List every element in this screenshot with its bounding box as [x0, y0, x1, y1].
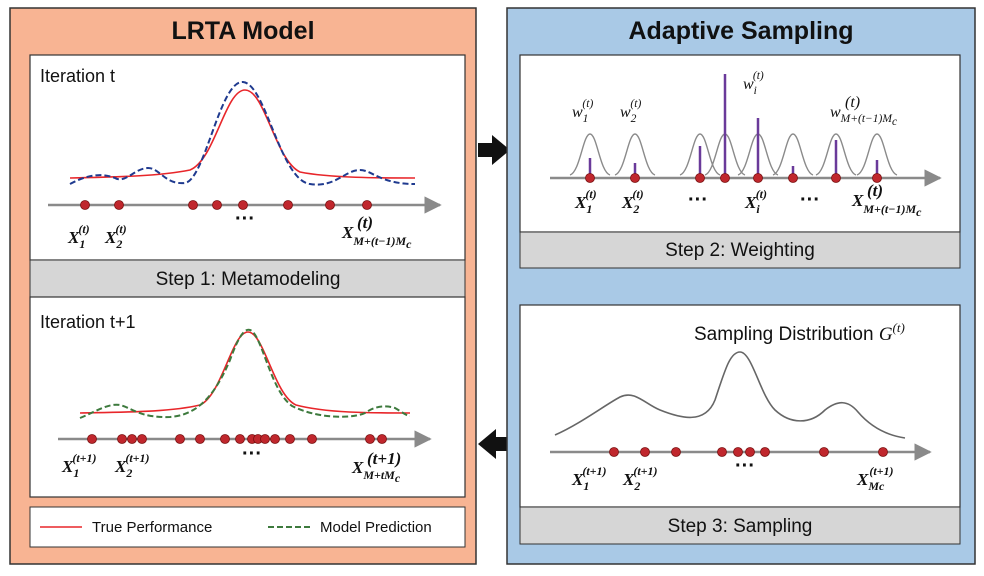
sampling-point	[717, 447, 727, 457]
weighting-label-xn-sup: (t)	[867, 181, 883, 200]
top-label-x1: X1(t)	[67, 222, 90, 251]
bottom-label-xn-sup: (t+1)	[367, 449, 401, 468]
kernel-curve	[772, 133, 814, 176]
step3-label: Step 3: Sampling	[668, 516, 813, 537]
weighting-ellipsis-2: ···	[800, 189, 820, 211]
bottom-point	[307, 434, 317, 444]
weighting-label-x2: X2(t)	[621, 187, 644, 216]
weighting-point	[788, 173, 798, 183]
sampling-point	[671, 447, 681, 457]
weighting-points	[585, 173, 882, 183]
arrow-left	[478, 429, 510, 459]
step1-bar	[29, 259, 466, 298]
step3-bar	[519, 506, 961, 545]
sampling-point	[878, 447, 888, 457]
top-point	[80, 200, 90, 210]
top-true-curve	[69, 89, 416, 179]
bottom-point	[270, 434, 280, 444]
bottom-label-xn: XM+tMc	[351, 458, 401, 485]
sampling-point	[760, 447, 770, 457]
sampling-ellipsis: ···	[735, 455, 755, 477]
sampling-box	[519, 304, 961, 508]
weighting-point	[831, 173, 841, 183]
left-panel-title: LRTA Model	[171, 17, 314, 45]
weighting-point	[720, 173, 730, 183]
step2-label: Step 2: Weighting	[665, 240, 815, 261]
sampling-point	[745, 447, 755, 457]
bottom-point	[137, 434, 147, 444]
weight-label-w2: w2(t)	[620, 98, 641, 125]
sampling-label-x1: X1(t+1)	[571, 464, 607, 493]
top-point	[114, 200, 124, 210]
sampling-point	[733, 447, 743, 457]
bottom-true-curve	[79, 331, 411, 414]
sampling-title: Sampling Distribution G(t)	[694, 320, 905, 345]
weighting-label-xi: Xi(t)	[744, 187, 767, 216]
weighting-point	[585, 173, 595, 183]
top-ellipsis: ···	[235, 208, 255, 230]
legend-true-label: True Performance	[92, 519, 212, 536]
weight-label-wn: wM+(t−1)Mc	[830, 104, 897, 128]
top-point	[212, 200, 222, 210]
bottom-point	[285, 434, 295, 444]
step2-bar	[519, 231, 961, 269]
top-model-curve	[69, 80, 416, 186]
bottom-point	[220, 434, 230, 444]
weight-label-wn-sup: (t)	[845, 94, 860, 111]
bottom-point	[377, 434, 387, 444]
bottom-point	[127, 434, 137, 444]
kernel-curve	[569, 133, 611, 176]
weighting-label-xn: XM+(t−1)Mc	[851, 191, 922, 219]
top-label-xn: XM+(t−1)Mc	[341, 223, 412, 251]
right-panel-title: Adaptive Sampling	[628, 17, 853, 45]
top-label-x2: X2(t)	[104, 222, 127, 251]
bottom-points	[87, 434, 387, 444]
weighting-point	[630, 173, 640, 183]
iteration-t1-label: Iteration t+1	[40, 312, 136, 332]
legend-box	[29, 506, 466, 548]
sampling-points	[609, 447, 888, 457]
weighting-ellipsis-1: ···	[688, 189, 708, 211]
bottom-point	[117, 434, 127, 444]
weighting-point	[695, 173, 705, 183]
kernel-curve	[614, 133, 656, 176]
sampling-point	[609, 447, 619, 457]
weight-label-w1: w1(t)	[572, 98, 593, 125]
bottom-label-x2: X2(t+1)	[114, 451, 150, 480]
top-point	[238, 200, 248, 210]
sampling-point	[819, 447, 829, 457]
sampling-label-xn: XMc(t+1)	[856, 464, 894, 493]
sampling-label-x2: X2(t+1)	[622, 464, 658, 493]
top-point	[325, 200, 335, 210]
bottom-point	[195, 434, 205, 444]
iteration-t-box	[29, 54, 466, 261]
top-label-xn-sup: (t)	[357, 213, 373, 232]
weighting-label-x1: X1(t)	[574, 187, 597, 216]
bottom-ellipsis: ···	[242, 443, 262, 465]
top-point	[188, 200, 198, 210]
top-point	[283, 200, 293, 210]
sampling-distribution-curve	[554, 351, 906, 439]
bottom-point	[365, 434, 375, 444]
bottom-point	[175, 434, 185, 444]
top-points	[80, 200, 372, 210]
weighting-point	[872, 173, 882, 183]
legend-model-label: Model Prediction	[320, 519, 432, 536]
bottom-label-x1: X1(t+1)	[61, 451, 97, 480]
bottom-point	[235, 434, 245, 444]
weight-label-wi: wi(t)	[743, 70, 764, 97]
weighting-point	[753, 173, 763, 183]
step1-label: Step 1: Metamodeling	[156, 269, 341, 290]
kernel-curve	[856, 133, 898, 176]
arrow-right	[478, 135, 510, 165]
bottom-point	[87, 434, 97, 444]
top-point	[362, 200, 372, 210]
sampling-point	[640, 447, 650, 457]
iteration-t-label: Iteration t	[40, 66, 115, 86]
kernel-curve	[815, 133, 857, 176]
bottom-model-curve	[79, 328, 411, 419]
bottom-point	[260, 434, 270, 444]
